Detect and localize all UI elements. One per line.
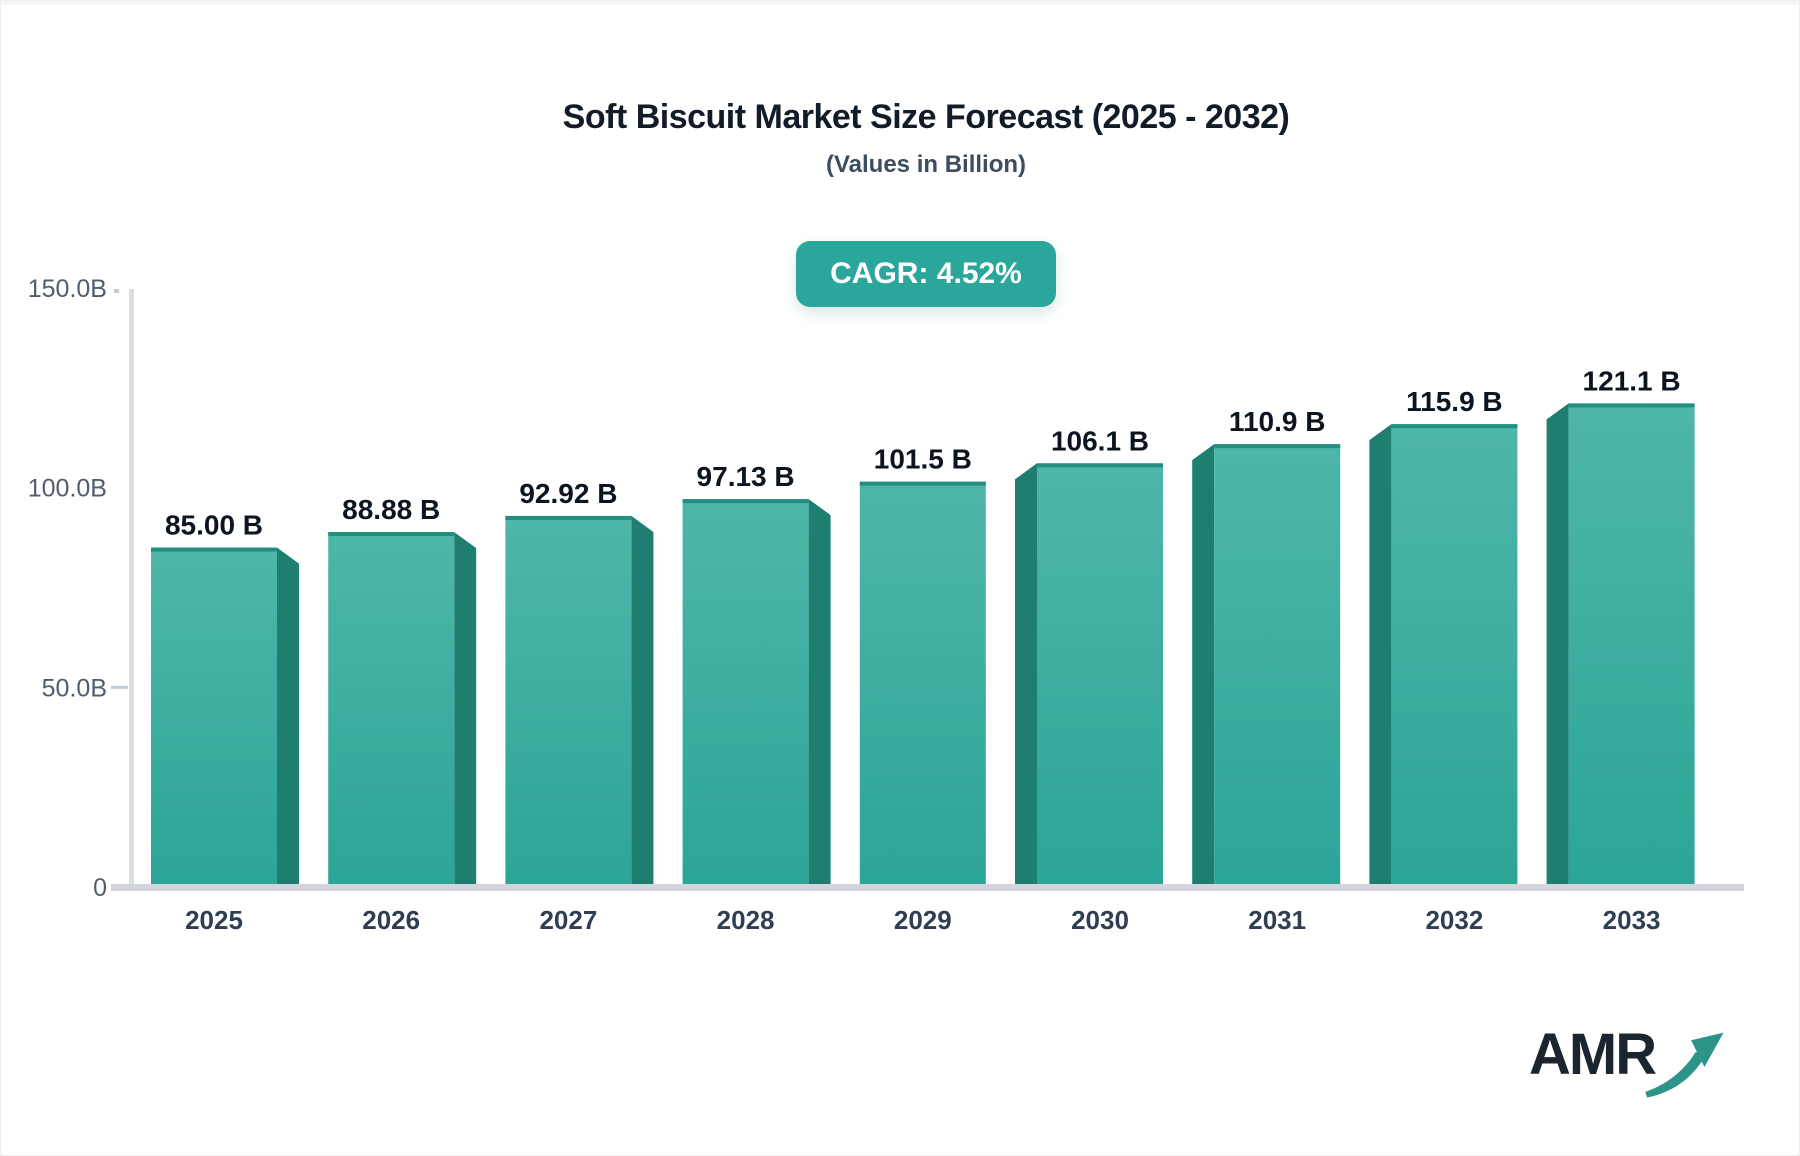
- x-axis-category-label: 2028: [717, 905, 775, 935]
- x-axis-category-label: 2032: [1425, 905, 1483, 935]
- x-axis-category-label: 2029: [894, 905, 952, 935]
- bar-top-edge: [505, 515, 632, 520]
- y-axis-tick: [111, 685, 128, 689]
- x-axis-category-label: 2030: [1071, 905, 1129, 935]
- bar-value-label: 115.9 B: [1406, 386, 1503, 417]
- y-axis-tick-label: 150.0B: [28, 275, 107, 303]
- cagr-badge-row: CAGR: 4.52%: [51, 241, 1799, 307]
- bar: [328, 532, 455, 889]
- bar-side-face: [1369, 424, 1392, 889]
- bar-top-edge: [1391, 424, 1518, 429]
- cagr-badge: CAGR: 4.52%: [796, 241, 1056, 307]
- bar-side-face: [454, 532, 477, 889]
- bar-value-label: 88.88 B: [342, 494, 440, 525]
- bar: [859, 481, 986, 889]
- y-axis-tick-label: 100.0B: [28, 475, 107, 503]
- bar-value-label: 110.9 B: [1229, 406, 1326, 437]
- bar-value-label: 101.5 B: [874, 444, 972, 475]
- chart-subtitle: (Values in Billion): [825, 151, 1027, 178]
- bar: [682, 499, 809, 889]
- bar-top-edge: [1214, 444, 1341, 449]
- bar: [1391, 424, 1518, 889]
- brand-logo: AMR: [1529, 1023, 1741, 1109]
- x-axis-category-label: 2025: [185, 905, 243, 935]
- x-axis-category-label: 2033: [1603, 905, 1661, 935]
- bar-side-face: [277, 547, 299, 889]
- bar-side-face: [1015, 463, 1037, 889]
- bar: [151, 547, 277, 889]
- bar: [1568, 403, 1695, 889]
- bar: [1214, 444, 1341, 889]
- y-axis-tick: [114, 289, 119, 293]
- chart-title: Soft Biscuit Market Size Forecast (2025 …: [562, 98, 1290, 136]
- x-axis-category-label: 2026: [362, 905, 420, 935]
- bar: [505, 515, 632, 889]
- x-axis-baseline: [111, 884, 1744, 891]
- page-top-strip: [1, 1, 1799, 5]
- growth-arrow-icon: [1645, 1032, 1724, 1098]
- y-axis-line: [129, 289, 134, 889]
- bar-side-face: [631, 515, 654, 889]
- bar-top-edge: [328, 532, 455, 537]
- bar: [1037, 463, 1163, 889]
- bar-top-edge: [1037, 463, 1163, 468]
- bar-value-label: 97.13 B: [697, 461, 795, 492]
- bar-top-edge: [682, 499, 809, 504]
- x-axis-category-label: 2031: [1248, 905, 1306, 935]
- bar-side-face: [808, 499, 831, 889]
- bar-value-label: 121.1 B: [1583, 365, 1681, 396]
- y-axis-tick-label: 0: [93, 874, 107, 902]
- bar-value-label: 106.1 B: [1051, 425, 1149, 456]
- bar-side-face: [1192, 444, 1215, 889]
- bar-value-label: 92.92 B: [519, 478, 617, 509]
- bar-value-label: 85.00 B: [165, 510, 263, 541]
- brand-logo-text: AMR: [1529, 1022, 1657, 1087]
- bar-top-edge: [859, 481, 986, 486]
- bar-side-face: [1546, 403, 1569, 889]
- bar-top-edge: [1568, 403, 1695, 408]
- x-axis-category-label: 2027: [539, 905, 597, 935]
- chart-header: Soft Biscuit Market Size Forecast (2025 …: [51, 1, 1799, 307]
- bar-top-edge: [151, 547, 277, 552]
- y-axis-tick-label: 50.0B: [42, 674, 107, 702]
